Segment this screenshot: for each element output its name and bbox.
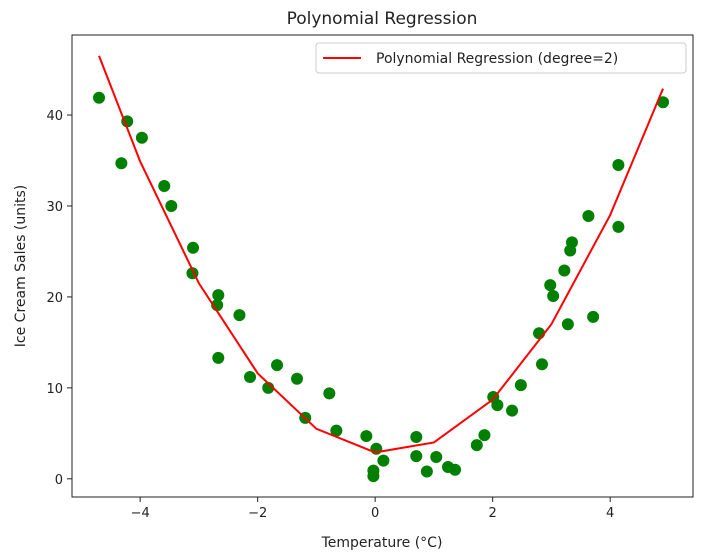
- legend-box: [315, 42, 687, 74]
- x-tick-label: 0: [371, 506, 379, 521]
- data-point: [271, 359, 284, 372]
- data-point: [478, 429, 491, 442]
- data-point: [93, 91, 106, 104]
- data-point: [561, 318, 574, 331]
- data-point: [115, 157, 128, 170]
- data-point: [410, 430, 423, 443]
- data-point: [377, 454, 390, 467]
- data-point: [582, 209, 595, 222]
- data-point: [449, 463, 462, 476]
- y-tick-label: 0: [55, 473, 63, 488]
- data-point: [558, 264, 571, 277]
- y-tick-label: 40: [46, 109, 63, 124]
- y-axis-label: Ice Cream Sales (units): [13, 185, 29, 347]
- data-point: [544, 279, 557, 292]
- chart-title: Polynomial Regression: [287, 9, 478, 29]
- data-point: [212, 289, 225, 302]
- x-axis-label: Temperature (°C): [321, 535, 443, 551]
- data-point: [420, 465, 433, 478]
- data-point: [587, 310, 600, 323]
- data-point: [410, 450, 423, 463]
- regression-line: [98, 55, 664, 454]
- data-point: [565, 236, 578, 249]
- data-point: [612, 159, 625, 172]
- data-point: [470, 439, 483, 452]
- data-point: [323, 387, 336, 400]
- data-point: [187, 241, 200, 254]
- data-point: [491, 399, 504, 412]
- data-point: [165, 199, 178, 212]
- x-tick-label: 4: [606, 506, 614, 521]
- legend-label: Polynomial Regression (degree=2): [376, 51, 618, 67]
- y-tick-label: 30: [46, 200, 63, 215]
- y-tick-label: 10: [46, 382, 63, 397]
- data-point: [612, 220, 625, 233]
- data-point: [367, 470, 380, 483]
- data-point: [547, 290, 560, 303]
- data-point: [158, 179, 171, 192]
- data-point: [330, 424, 343, 437]
- data-point: [506, 404, 519, 417]
- data-point: [657, 96, 670, 109]
- data-point: [430, 450, 443, 463]
- data-point: [233, 309, 246, 322]
- x-tick-label: −2: [248, 506, 267, 521]
- x-tick-label: 2: [489, 506, 497, 521]
- x-tick-label: −4: [131, 506, 150, 521]
- data-point: [514, 379, 527, 392]
- data-point: [135, 131, 148, 144]
- data-point: [291, 372, 304, 385]
- legend: Polynomial Regression (degree=2): [315, 42, 687, 74]
- data-point: [244, 370, 257, 383]
- y-tick-label: 20: [46, 291, 63, 306]
- data-point: [536, 358, 549, 371]
- data-point: [212, 351, 225, 364]
- plot-frame: [71, 34, 694, 498]
- data-point: [360, 430, 373, 443]
